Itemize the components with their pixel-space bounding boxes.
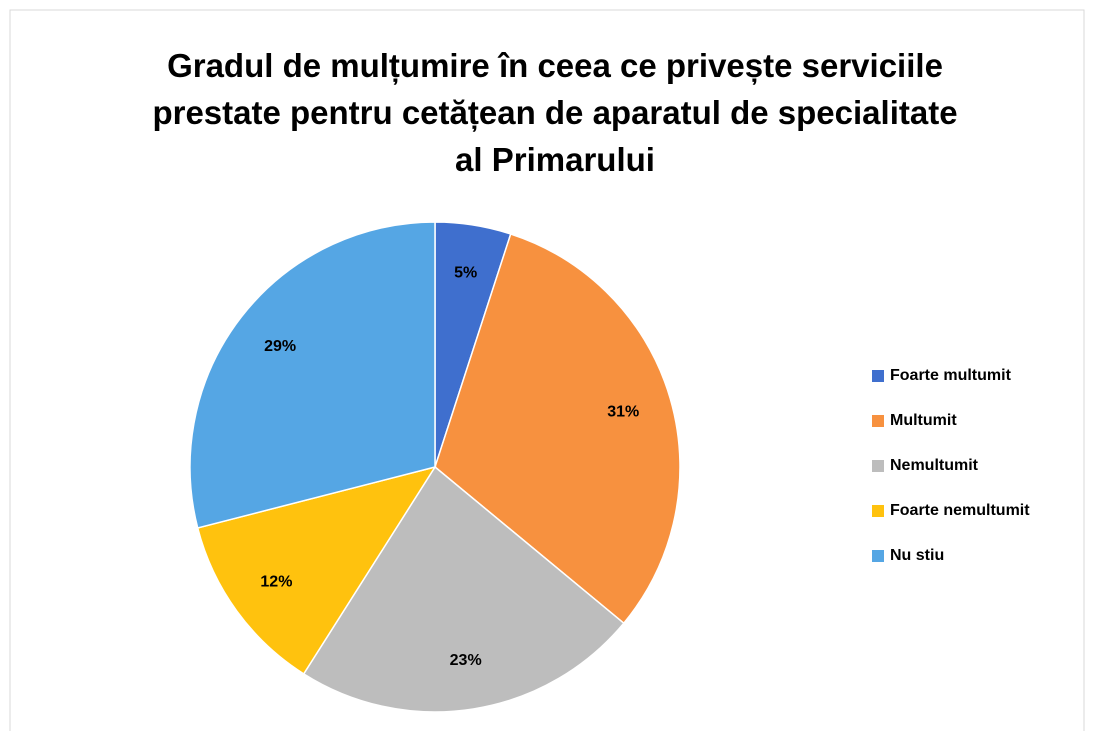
legend-label: Nemultumit [890,457,979,474]
legend-label: Nu stiu [890,547,944,564]
data-label: 29% [264,338,296,355]
legend-swatch [872,370,884,382]
pie-slice [196,465,437,675]
legend-label: Foarte multumit [890,367,1012,384]
chart-title: Gradul de mulțumire în ceea ce privește … [152,47,958,178]
legend-swatch [872,550,884,562]
data-label: 5% [454,265,477,282]
frame [9,9,1085,731]
pie-slice [189,221,436,529]
data-label: 23% [450,652,482,669]
data-label: 12% [260,573,292,590]
pie-slice [434,233,681,625]
legend-swatch [872,415,884,427]
legend-label: Multumit [890,412,957,429]
legend-label: Foarte nemultumit [890,502,1030,519]
legend-swatch [872,460,884,472]
data-label: 31% [607,404,639,421]
pie-slice [302,465,625,713]
legend-swatch [872,505,884,517]
